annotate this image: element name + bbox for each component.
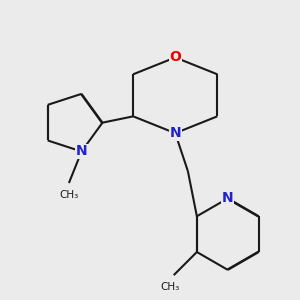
Text: O: O xyxy=(169,50,181,64)
Text: N: N xyxy=(76,145,87,158)
Text: CH₃: CH₃ xyxy=(59,190,79,200)
Text: N: N xyxy=(222,191,234,206)
Text: N: N xyxy=(169,126,181,140)
Text: CH₃: CH₃ xyxy=(160,282,179,292)
